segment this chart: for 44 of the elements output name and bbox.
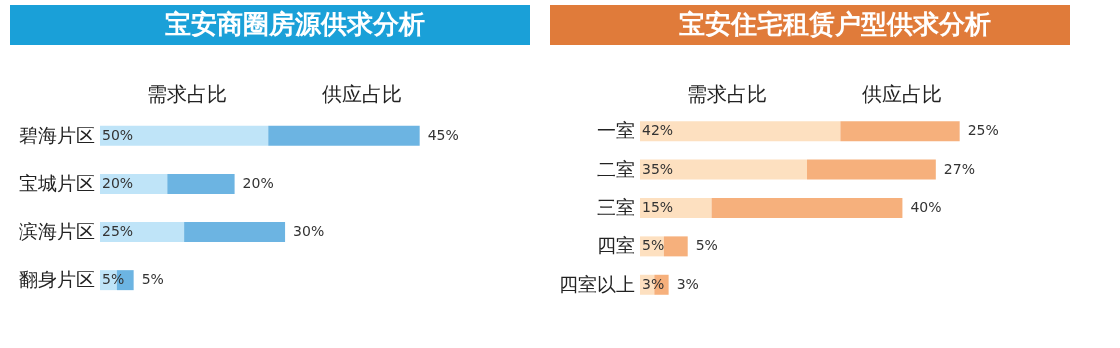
y-tick-label: 一室 <box>596 119 635 142</box>
bar <box>806 159 936 180</box>
data-label: 25% <box>967 122 999 139</box>
data-label: 25% <box>102 223 134 240</box>
bar <box>100 125 269 146</box>
data-label: 5% <box>102 271 125 288</box>
y-tick-label: 三室 <box>596 196 635 218</box>
y-tick-label: 四室 <box>596 234 635 257</box>
data-label: 20% <box>242 174 274 191</box>
y-tick-label: 碧海片区 <box>18 123 95 146</box>
y-tick-label: 滨海片区 <box>18 220 95 243</box>
data-label: 45% <box>427 126 459 143</box>
bar <box>840 121 960 142</box>
series-label: 需求占比 <box>146 82 227 106</box>
data-label: 5% <box>695 237 718 254</box>
bar <box>640 121 841 142</box>
bar <box>100 222 185 243</box>
data-label: 3% <box>642 275 665 292</box>
data-label: 30% <box>293 223 325 240</box>
y-tick-label: 翻身片区 <box>18 268 95 291</box>
bar <box>268 125 420 146</box>
y-tick-label: 宝城片区 <box>18 171 95 194</box>
data-label: 5% <box>642 237 665 254</box>
series-label: 需求占比 <box>686 82 767 106</box>
data-label: 42% <box>642 122 674 139</box>
chart-title: 宝安商圈房源供求分析 <box>165 9 425 39</box>
data-label: 15% <box>642 199 674 215</box>
bar <box>167 173 235 194</box>
bar <box>711 198 903 218</box>
y-tick-label: 四室以上 <box>558 272 635 295</box>
data-label: 5% <box>141 271 164 288</box>
data-label: 27% <box>943 160 975 177</box>
data-label: 20% <box>102 174 134 191</box>
data-label: 35% <box>642 160 674 177</box>
series-label: 供应占比 <box>862 82 943 106</box>
data-label: 40% <box>910 199 942 215</box>
y-tick-label: 二室 <box>596 157 635 180</box>
data-label: 3% <box>676 275 699 292</box>
data-label: 50% <box>102 126 134 143</box>
bar <box>640 159 807 180</box>
bar <box>184 222 286 243</box>
chart-title: 宝安住宅租赁户型供求分析 <box>679 9 991 39</box>
series-label: 供应占比 <box>322 82 403 106</box>
bar <box>663 236 688 257</box>
